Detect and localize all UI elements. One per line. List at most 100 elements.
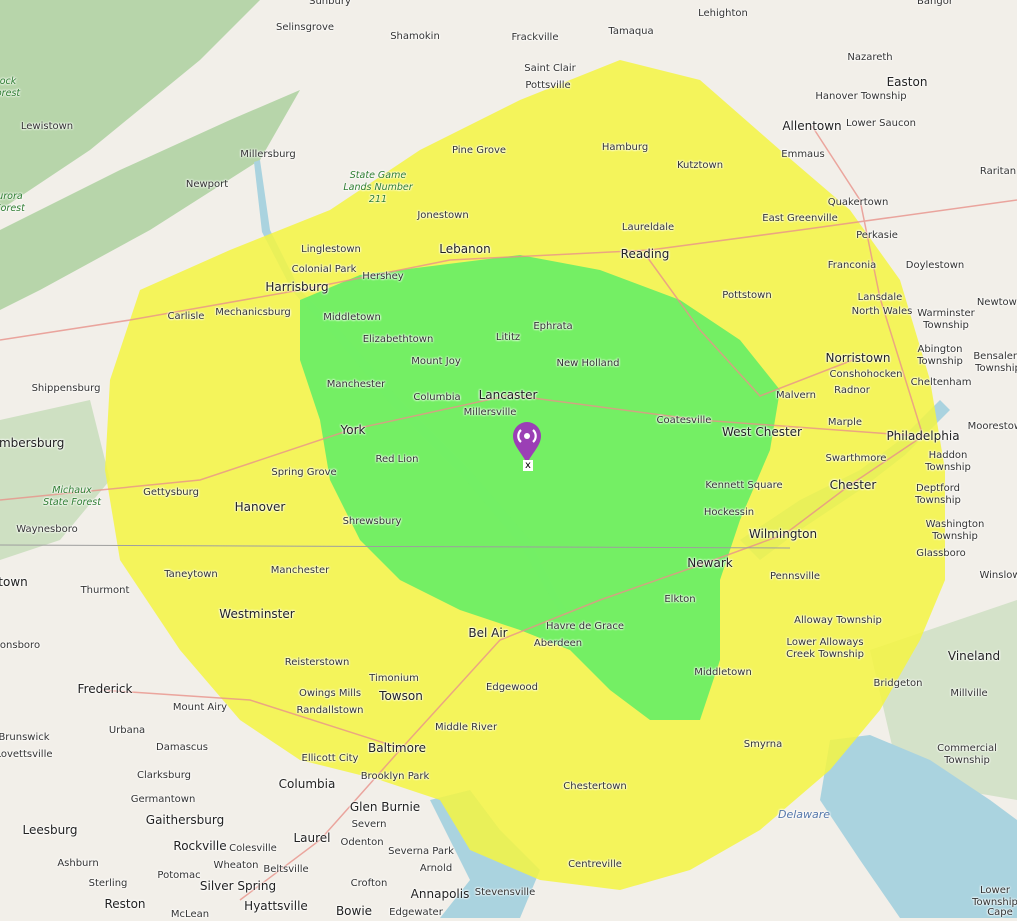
place-label: Bel Air bbox=[468, 626, 508, 640]
place-label: Saint Clair bbox=[524, 63, 576, 74]
place-label: Colonial Park bbox=[291, 264, 357, 275]
place-label: Doylestown bbox=[905, 260, 965, 271]
place-label: Silver Spring bbox=[199, 879, 277, 893]
place-label: Potomac bbox=[157, 870, 201, 881]
place-label: Ephrata bbox=[533, 321, 573, 332]
place-label: Lansdale bbox=[857, 292, 903, 303]
place-label: Hockessin bbox=[703, 507, 755, 518]
place-label: Haddon Township bbox=[925, 450, 971, 473]
place-label: Cheltenham bbox=[910, 377, 972, 388]
place-label: Lower Alloways Creek Township bbox=[786, 637, 864, 660]
place-label: Cape bbox=[987, 907, 1013, 918]
place-label: Warminster Township bbox=[917, 308, 975, 331]
place-label: State Game Lands Number 211 bbox=[343, 170, 413, 205]
place-label: town bbox=[0, 575, 28, 589]
place-label: Delaware bbox=[777, 808, 831, 821]
place-label: Spring Grove bbox=[271, 467, 337, 478]
place-label: Hanover bbox=[234, 500, 286, 514]
place-label: Linglestown bbox=[301, 244, 361, 255]
place-label: Millville bbox=[950, 688, 988, 699]
place-label: Towson bbox=[379, 689, 423, 703]
place-label: West Chester bbox=[722, 425, 802, 439]
place-label: Severna Park bbox=[388, 846, 454, 857]
place-label: Beltsville bbox=[263, 864, 309, 875]
place-label: Laureldale bbox=[621, 222, 675, 233]
place-label: Radnor bbox=[834, 385, 870, 396]
place-label: Reading bbox=[620, 247, 670, 261]
place-label: Swarthmore bbox=[825, 453, 887, 464]
place-label: Havre de Grace bbox=[545, 621, 625, 632]
place-label: Chambersburg bbox=[0, 436, 65, 450]
radio-tower-pin-icon[interactable] bbox=[510, 421, 544, 465]
place-label: Aberdeen bbox=[533, 638, 583, 649]
place-label: Chestertown bbox=[563, 781, 627, 792]
place-label: Manchester bbox=[326, 379, 386, 390]
place-label: Elkton bbox=[664, 594, 696, 605]
place-label: Arnold bbox=[419, 863, 453, 874]
place-label: Tamaqua bbox=[608, 26, 654, 37]
place-label: Hershey bbox=[362, 271, 404, 282]
place-label: ock orest bbox=[0, 76, 21, 99]
place-label: Gaithersburg bbox=[145, 813, 225, 827]
place-label: Gettysburg bbox=[143, 487, 199, 498]
place-label: Randallstown bbox=[296, 705, 364, 716]
place-label: Lititz bbox=[495, 332, 521, 343]
place-label: Reisterstown bbox=[284, 657, 350, 668]
place-label: Allentown bbox=[782, 119, 842, 133]
place-label: Franconia bbox=[827, 260, 877, 271]
place-label: Hyattsville bbox=[244, 899, 308, 913]
place-label: Clarksburg bbox=[137, 770, 191, 781]
place-label: Leesburg bbox=[22, 823, 78, 837]
place-label: Pottstown bbox=[722, 290, 772, 301]
place-label: Selinsgrove bbox=[275, 22, 335, 33]
place-label: Annapolis bbox=[410, 887, 470, 901]
place-label: Raritan bbox=[979, 166, 1017, 177]
place-label: Ellicott City bbox=[301, 753, 359, 764]
place-label: Wheaton bbox=[213, 860, 259, 871]
place-label: Conshohocken bbox=[829, 369, 903, 380]
place-label: Owings Mills bbox=[298, 688, 362, 699]
place-label: Nazareth bbox=[847, 52, 893, 63]
place-label: Easton bbox=[886, 75, 928, 89]
place-label: Middletown bbox=[694, 667, 752, 678]
place-label: Lehighton bbox=[698, 8, 748, 19]
place-label: Philadelphia bbox=[886, 429, 960, 443]
place-label: Kennett Square bbox=[705, 480, 783, 491]
place-label: Elizabethtown bbox=[362, 334, 434, 345]
place-label: Severn bbox=[351, 819, 387, 830]
place-label: Commercial Township bbox=[937, 743, 997, 766]
place-label: Germantown bbox=[130, 794, 196, 805]
place-label: Lancaster bbox=[478, 388, 538, 402]
place-label: Crofton bbox=[350, 878, 388, 889]
place-label: Jonestown bbox=[417, 210, 469, 221]
place-label: Frederick bbox=[77, 682, 133, 696]
roads bbox=[0, 125, 1017, 901]
place-label: McLean bbox=[170, 909, 210, 920]
place-label: Millersville bbox=[463, 407, 517, 418]
place-label: Wilmington bbox=[748, 527, 818, 541]
place-label: Harrisburg bbox=[265, 280, 329, 294]
place-label: Middle River bbox=[434, 722, 498, 733]
place-label: Emmaus bbox=[781, 149, 825, 160]
state-border bbox=[0, 544, 791, 549]
place-label: Coatesville bbox=[656, 415, 712, 426]
place-label: Carlisle bbox=[167, 311, 205, 322]
place-label: Baltimore bbox=[367, 741, 427, 755]
place-label: Bowie bbox=[335, 904, 373, 918]
place-label: Lower Saucon bbox=[846, 118, 916, 129]
place-label: Lovettsville bbox=[0, 749, 53, 760]
place-label: Norristown bbox=[825, 351, 891, 365]
place-label: Frackville bbox=[511, 32, 559, 43]
place-label: Glen Burnie bbox=[349, 800, 421, 814]
place-label: Reston bbox=[104, 897, 146, 911]
place-label: Abington Township bbox=[917, 344, 963, 367]
place-label: Columbia bbox=[278, 777, 336, 791]
place-label: Odenton bbox=[340, 837, 384, 848]
place-label: Winslow bbox=[979, 570, 1017, 581]
place-label: Taneytown bbox=[164, 569, 218, 580]
place-label: Smyrna bbox=[743, 739, 783, 750]
place-label: Washington Township bbox=[925, 519, 985, 542]
place-label: Sterling bbox=[88, 878, 128, 889]
place-label: Marple bbox=[827, 417, 863, 428]
